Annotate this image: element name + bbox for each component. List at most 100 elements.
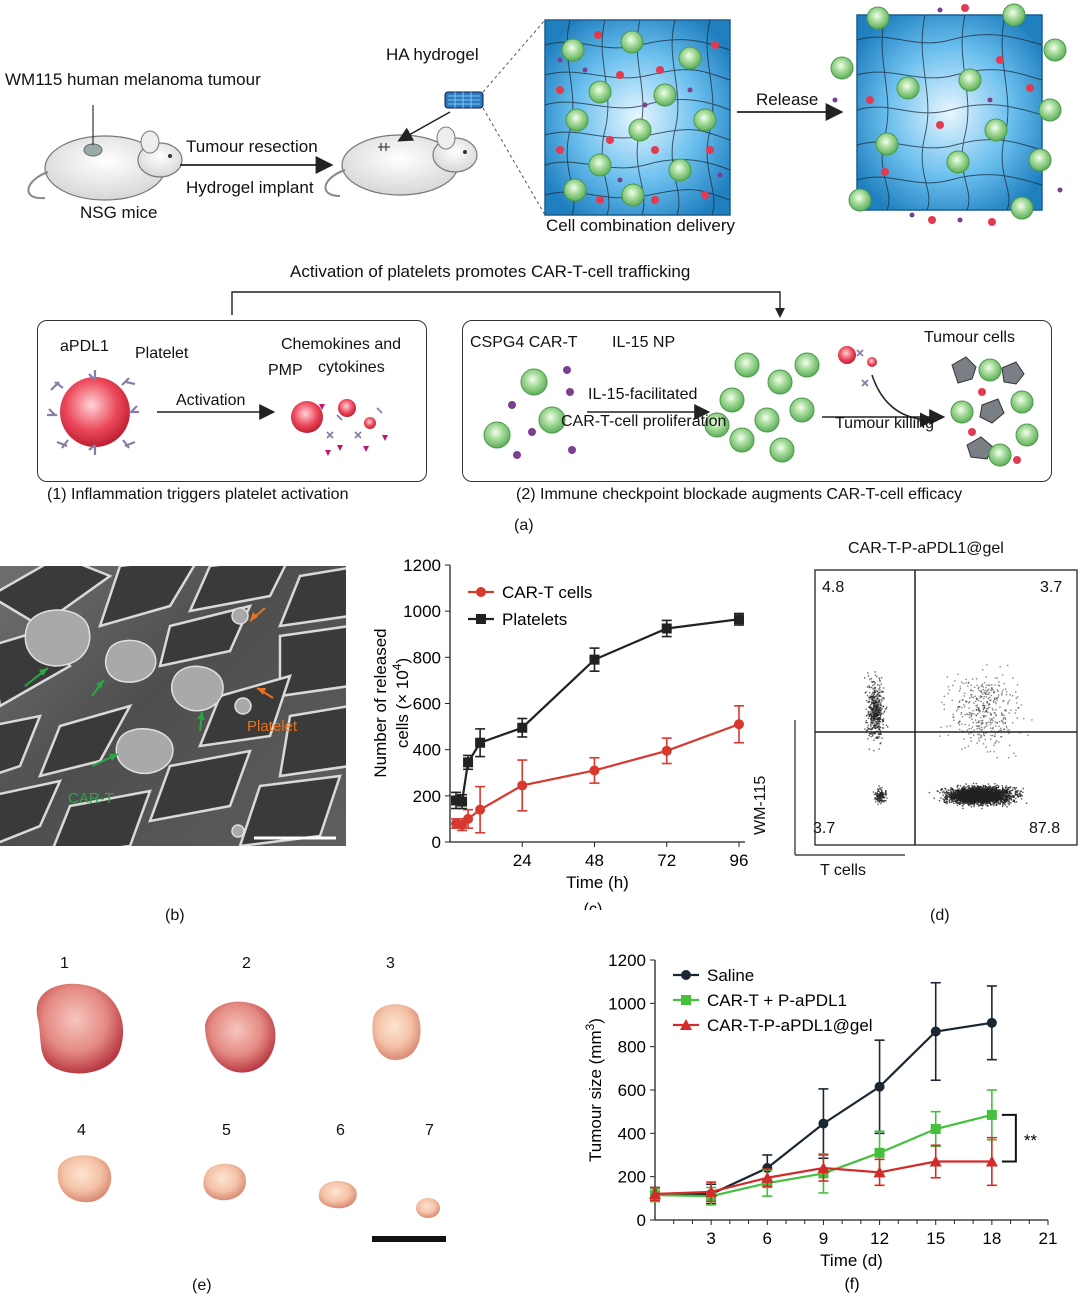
tumour-killing-label: Tumour killing	[835, 415, 934, 432]
flow-q-br: 87.8	[1029, 820, 1061, 837]
hydrogel-matrix-2	[830, 3, 1067, 226]
x-axis-label: Time (h)	[566, 873, 629, 892]
y-tick-label: 800	[618, 1038, 646, 1057]
data-point	[589, 765, 600, 776]
trafficking-title: Activation of platelets promotes CAR-T-c…	[290, 262, 691, 281]
checkpoint-blockade-box	[462, 320, 1052, 482]
data-point	[873, 1166, 886, 1178]
delivery-label: Cell combination delivery	[546, 216, 735, 235]
panel-a-label: (a)	[514, 517, 534, 534]
x-tick-label: 15	[926, 1229, 945, 1248]
hydrogel-label: HA hydrogel	[386, 45, 479, 64]
tumour-2	[205, 1001, 276, 1073]
y-tick-label: 0	[432, 833, 441, 852]
flow-q-tr: 3.7	[1040, 579, 1063, 596]
platelet-label: Platelet	[135, 345, 189, 362]
tumour-number-3: 3	[386, 955, 395, 972]
y-axis-label: Tumour size (mm3)	[583, 1018, 605, 1162]
panel-d-label: (d)	[930, 907, 950, 924]
data-point	[475, 804, 486, 815]
x-tick-label: 18	[982, 1229, 1001, 1248]
chemokines-label: Chemokines and	[281, 336, 402, 353]
data-point	[986, 1109, 997, 1120]
x-tick-label: 96	[730, 851, 749, 870]
implant-label: Hydrogel implant	[186, 178, 314, 197]
data-point	[457, 796, 468, 807]
data-point	[761, 1171, 774, 1183]
sem-cart-label: CAR-T	[68, 790, 114, 807]
x-tick-label: 21	[1039, 1229, 1058, 1248]
il15-facilitated-label: IL-15-facilitated	[588, 386, 698, 403]
y-tick-label: 1000	[403, 602, 441, 621]
release-label: Release	[756, 90, 819, 109]
x-tick-label: 12	[870, 1229, 889, 1248]
data-point	[463, 813, 474, 824]
il15-np-label: IL-15 NP	[612, 334, 676, 351]
proliferation-label: CAR-T-cell proliferation	[561, 413, 727, 430]
data-point	[930, 1026, 941, 1037]
y-tick-label: 400	[618, 1124, 646, 1143]
significance-marker: **	[1024, 1131, 1038, 1150]
tumour-number-5: 5	[222, 1122, 231, 1139]
panel-b-label: (b)	[165, 907, 185, 924]
data-point	[930, 1124, 941, 1134]
panel-a-top-art	[27, 3, 1067, 226]
x-tick-label: 9	[819, 1229, 828, 1248]
tumour-number-6: 6	[336, 1122, 345, 1139]
sem-platelet-label: Platelet	[247, 718, 298, 735]
data-point	[649, 1188, 661, 1199]
y-tick-label: 200	[618, 1168, 646, 1187]
resection-label: Tumour resection	[186, 137, 318, 156]
activation-label: Activation	[176, 392, 246, 409]
tumour-4	[57, 1155, 112, 1203]
sem-texture	[0, 566, 346, 846]
x-axis-label: Time (d)	[820, 1251, 883, 1270]
tumour-number-4: 4	[77, 1122, 86, 1139]
tumour-label: WM115 human melanoma tumour	[5, 70, 261, 89]
hydrogel-implant-icon	[444, 91, 484, 109]
mouse-2-illustration	[324, 126, 478, 197]
significance-bracket	[1001, 1113, 1017, 1163]
y-tick-label: 800	[413, 648, 441, 667]
chart-c: 0 200 400 600 800 1000 1200 24 48 72 96 Time (h) CAR…	[371, 556, 749, 910]
data-point	[463, 757, 474, 768]
x-tick-label: 3	[706, 1229, 715, 1248]
tumour-3	[372, 1004, 421, 1060]
tumour-1	[36, 983, 124, 1074]
pmp-label: PMP	[268, 362, 303, 379]
flow-cytometry-plot	[794, 569, 1078, 856]
data-point	[817, 1162, 830, 1173]
data-point	[705, 1185, 718, 1197]
tumour-5	[203, 1163, 246, 1201]
data-point	[733, 719, 744, 730]
legend-label: CAR-T cells	[502, 583, 592, 602]
box2-caption: (2) Immune checkpoint blockade augments …	[516, 486, 963, 503]
panel-e-label: (e)	[192, 1277, 212, 1294]
y-tick-label: 1200	[608, 951, 646, 970]
flow-events	[864, 664, 1033, 810]
mice-label: NSG mice	[80, 203, 158, 222]
x-tick-label: 6	[763, 1229, 772, 1248]
cytokines-label: cytokines	[318, 359, 385, 376]
mouse-1-illustration	[27, 105, 183, 201]
y-axis-label-line2: cells (× 104)	[390, 658, 412, 748]
hydrogel-matrix-1	[544, 19, 731, 216]
chart-f: 0 200 400 600 800 1000 1200 3 6 9 12 15 18 21 Time (d)…	[583, 951, 1058, 1293]
x-tick-label: 48	[585, 851, 604, 870]
x-tick-label: 72	[657, 851, 676, 870]
legend-marker	[681, 995, 691, 1005]
checkpoint-blockade-art	[483, 346, 1039, 467]
tumour-7	[416, 1198, 440, 1218]
tumour-cells-label: Tumour cells	[924, 329, 1015, 346]
data-point	[874, 1081, 885, 1092]
flow-ylabel: WM-115	[752, 775, 769, 835]
flow-plot-frame	[814, 569, 1078, 846]
cart-label: CSPG4 CAR-T	[470, 334, 578, 351]
data-point	[874, 1147, 885, 1158]
platelet-activation-art	[47, 370, 388, 456]
y-tick-label: 1000	[608, 994, 646, 1013]
y-axis-label-line1: Number of released	[371, 628, 390, 777]
data-point	[517, 722, 528, 733]
data-point	[985, 1155, 998, 1167]
